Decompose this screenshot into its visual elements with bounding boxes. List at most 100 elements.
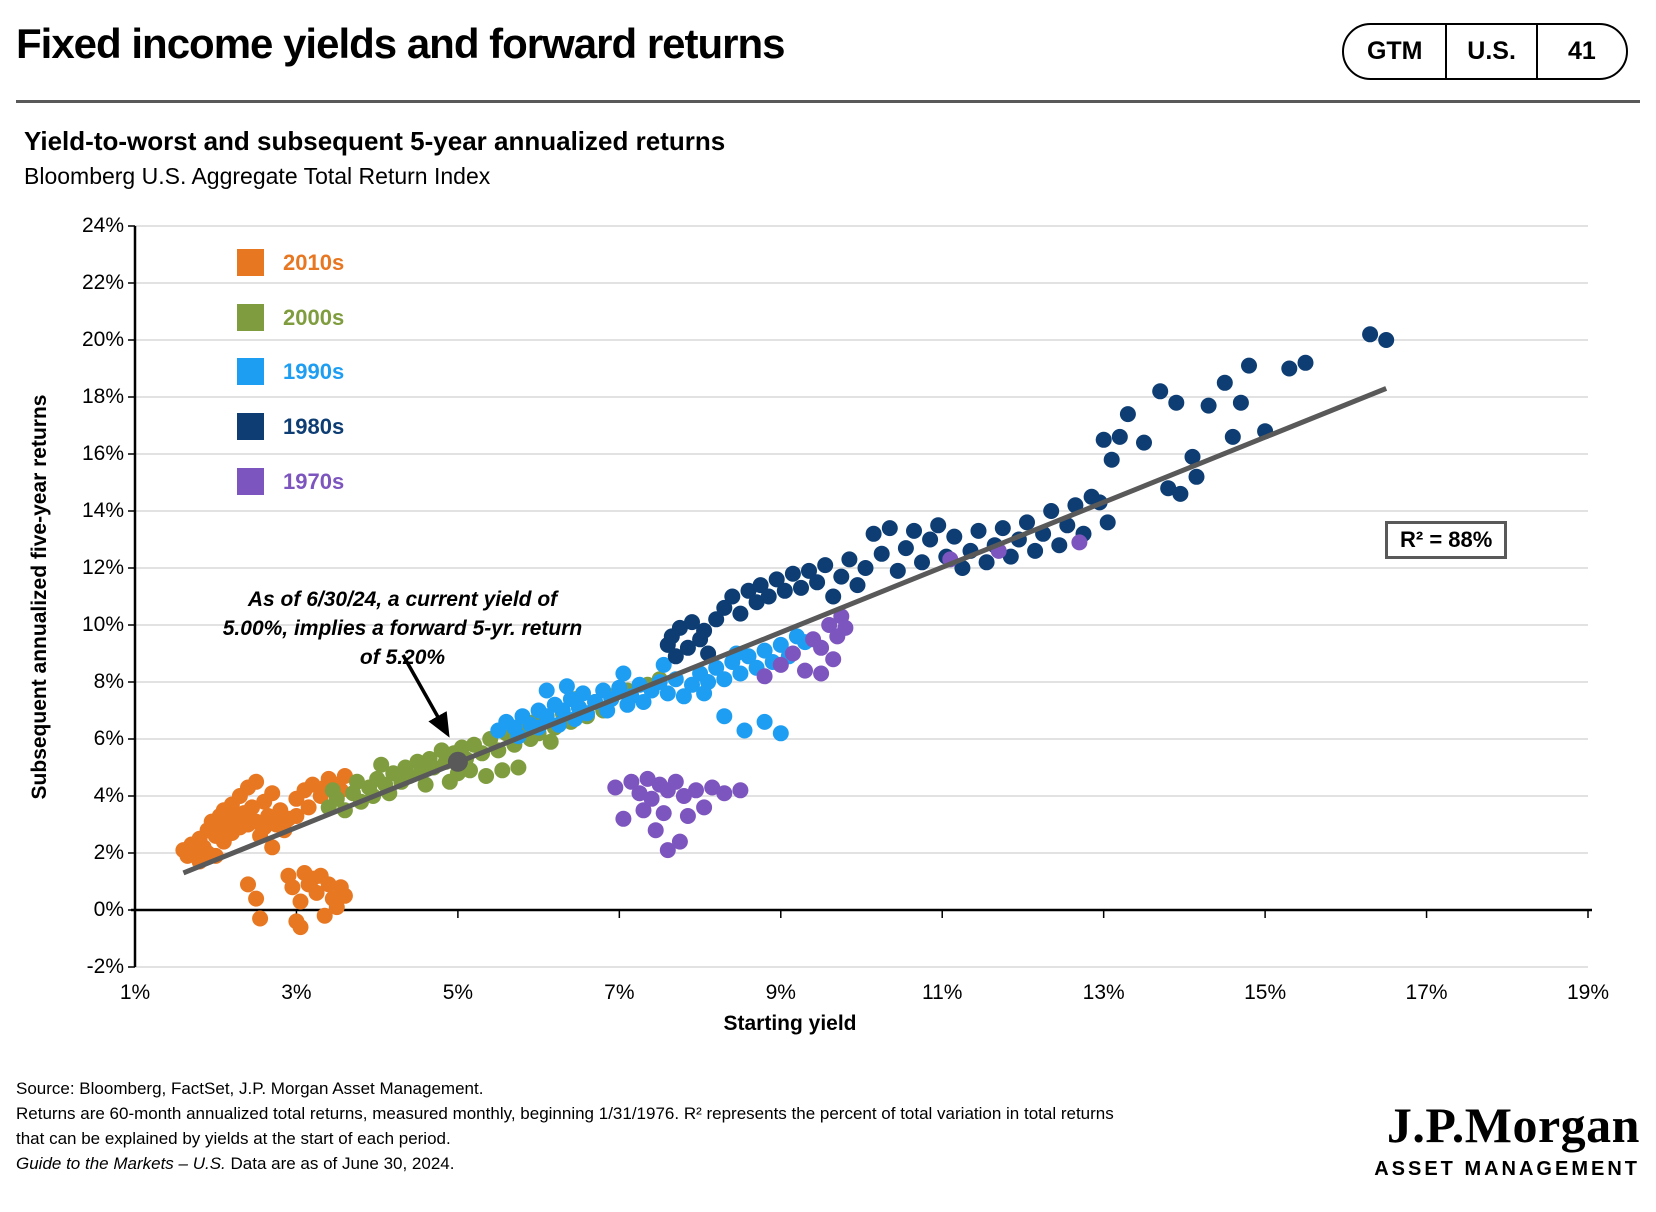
point-1970s xyxy=(631,785,648,802)
legend-item-2010s: 2010s xyxy=(237,249,344,276)
y-tick-label: 14% xyxy=(81,499,124,522)
point-2010s xyxy=(252,910,269,927)
point-1980s xyxy=(825,588,842,605)
point-1980s xyxy=(1184,448,1201,465)
point-2000s xyxy=(373,756,390,773)
point-1970s xyxy=(784,645,801,662)
point-1970s xyxy=(716,785,733,802)
point-1980s xyxy=(841,551,858,568)
legend-item-1990s: 1990s xyxy=(237,358,344,386)
point-1980s xyxy=(1099,514,1116,531)
badge-gtm: GTM xyxy=(1366,37,1423,65)
y-tick-label: 6% xyxy=(93,727,124,750)
x-axis-title: Starting yield xyxy=(723,1012,857,1035)
y-tick-label: 2% xyxy=(93,841,124,864)
point-1970s xyxy=(623,773,640,790)
point-1970s xyxy=(821,617,838,633)
footnote-gtm: Guide to the Markets – U.S. Data are as … xyxy=(16,1151,1114,1176)
point-1980s xyxy=(1019,514,1035,531)
point-1980s xyxy=(1051,537,1068,554)
trend-line xyxy=(182,386,1388,876)
point-1980s xyxy=(752,577,769,594)
point-1980s xyxy=(684,614,700,631)
annotation-arrow xyxy=(401,654,450,738)
point-1980s xyxy=(954,560,971,576)
point-1970s xyxy=(679,808,696,824)
jpmorgan-wordmark: J.P.Morgan xyxy=(1386,1097,1640,1153)
point-1980s xyxy=(978,554,995,571)
point-1990s xyxy=(716,708,733,725)
point-2010s xyxy=(248,890,265,907)
point-1980s xyxy=(801,562,817,579)
annotation-line-2: 5.00%, implies a forward 5-yr. return xyxy=(222,617,583,640)
asset-management-label: ASSET MANAGEMENT xyxy=(1374,1158,1640,1180)
footnote-source: Source: Bloomberg, FactSet, J.P. Morgan … xyxy=(16,1079,484,1098)
point-2010s xyxy=(288,808,305,824)
page-title: Fixed income yields and forward returns xyxy=(16,20,786,67)
badge-page-number: 41 xyxy=(1567,37,1596,65)
legend-item-1970s: 1970s xyxy=(237,467,344,495)
point-1970s xyxy=(615,810,632,827)
y-axis-title: Subsequent annualized five-year returns xyxy=(28,394,51,800)
point-1990s xyxy=(740,648,757,665)
legend-label-2010s: 2010s xyxy=(283,250,345,275)
point-2010s xyxy=(328,899,345,916)
annotation-line-1: As of 6/30/24, a current yield of xyxy=(247,588,558,611)
point-1980s xyxy=(740,582,757,599)
point-1980s xyxy=(922,531,939,548)
point-2000s xyxy=(494,762,511,779)
point-1990s xyxy=(684,676,700,693)
point-1980s xyxy=(857,560,874,576)
footnote-methodology-2: that can be explained by yields at the s… xyxy=(16,1129,451,1148)
point-1980s xyxy=(1152,383,1169,400)
y-tick-label: 0% xyxy=(93,898,124,921)
point-1980s xyxy=(930,517,947,534)
point-1970s xyxy=(643,790,660,807)
point-1980s xyxy=(679,639,696,656)
point-1980s xyxy=(1002,548,1019,565)
point-1980s xyxy=(1119,406,1136,423)
point-1980s xyxy=(696,622,713,639)
point-1980s xyxy=(1103,451,1120,468)
legend-item-1980s: 1980s xyxy=(237,413,344,441)
point-2000s xyxy=(478,768,495,784)
footnote-methodology-1: Returns are 60-month annualized total re… xyxy=(16,1104,1114,1123)
point-1990s xyxy=(675,688,692,705)
point-1970s xyxy=(797,662,813,679)
point-1980s xyxy=(1297,354,1314,371)
point-1990s xyxy=(756,642,773,659)
y-tick-label: 4% xyxy=(93,784,124,807)
point-1970s xyxy=(647,822,664,839)
point-1980s xyxy=(906,522,922,539)
point-1990s xyxy=(558,678,575,695)
y-tick-label: 16% xyxy=(81,442,124,465)
point-1970s xyxy=(671,833,688,850)
x-tick-label: 7% xyxy=(604,981,635,1004)
y-tick-label: 8% xyxy=(93,670,124,693)
point-1990s xyxy=(575,685,591,702)
point-2010s xyxy=(244,799,260,816)
point-1980s xyxy=(1216,374,1233,391)
point-2010s xyxy=(304,776,321,793)
point-1970s xyxy=(704,779,721,796)
point-1990s xyxy=(659,685,676,702)
point-1990s xyxy=(716,671,733,688)
point-1980s xyxy=(1059,517,1076,534)
point-1980s xyxy=(1095,431,1112,448)
point-1970s xyxy=(1071,534,1088,551)
point-2010s xyxy=(320,876,337,893)
point-1990s xyxy=(554,702,571,719)
legend-swatch-2010s xyxy=(237,249,264,276)
point-2010s xyxy=(336,887,353,904)
point-1980s xyxy=(1136,434,1152,451)
footnote-gtm-title: Guide to the Markets – U.S. xyxy=(16,1154,226,1173)
point-1980s xyxy=(748,594,765,611)
point-1980s xyxy=(1200,397,1217,414)
point-2010s xyxy=(316,907,333,924)
point-1980s xyxy=(849,577,866,594)
point-1990s xyxy=(611,679,628,696)
header-divider xyxy=(16,100,1640,103)
x-tick-label: 11% xyxy=(921,981,963,1004)
x-tick-label: 13% xyxy=(1082,981,1125,1004)
